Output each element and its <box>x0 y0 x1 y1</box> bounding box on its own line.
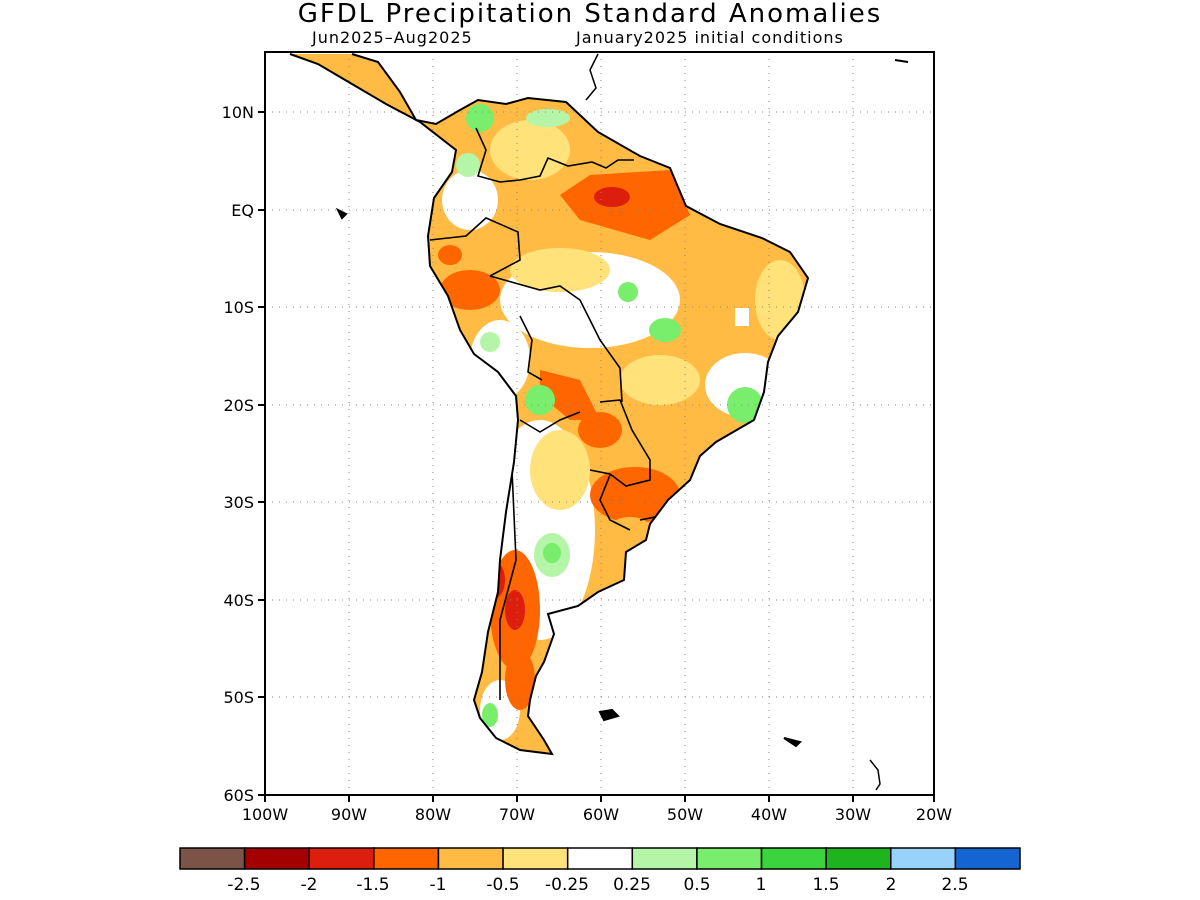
colorbar-swatch <box>890 847 957 870</box>
lon-label: 80W <box>415 805 451 824</box>
colorbar-swatch <box>179 847 246 870</box>
colorbar-label: -1 <box>430 875 447 895</box>
colorbar-label: 2.5 <box>941 875 968 895</box>
colorbar-swatch <box>308 847 375 870</box>
lon-labels: 100W 90W 80W 70W 60W 50W 40W 30W 20W <box>242 805 952 824</box>
forecast-period: Jun2025–Aug2025 <box>312 28 473 47</box>
colorbar-label: 1 <box>756 875 767 895</box>
colorbar-swatch <box>631 847 698 870</box>
map-frame <box>264 51 935 796</box>
colorbar-swatch <box>825 847 892 870</box>
colorbar-label: -0.5 <box>486 875 519 895</box>
anomaly-shading <box>290 54 808 754</box>
lat-ticks <box>258 111 265 796</box>
colorbar-label: -0.25 <box>545 875 589 895</box>
lat-label: 10N <box>222 103 254 122</box>
colorbar-swatch <box>243 847 310 870</box>
colorbar-label: 2 <box>886 875 897 895</box>
lat-label: 10S <box>223 298 254 317</box>
chart-title: GFDL Precipitation Standard Anomalies <box>297 0 883 29</box>
colorbar-labels: -2.5 -2 -1.5 -1 -0.5 -0.25 0.25 0.5 1 1.… <box>227 875 968 895</box>
lon-label: 70W <box>499 805 535 824</box>
lon-label: 60W <box>583 805 619 824</box>
lon-label: 20W <box>916 805 952 824</box>
colorbar-swatch <box>373 847 440 870</box>
colorbar <box>179 847 1021 870</box>
lon-label: 100W <box>242 805 289 824</box>
lat-label: 20S <box>223 396 254 415</box>
lat-label: 30S <box>223 493 254 512</box>
coastlines <box>289 53 909 791</box>
lon-ticks <box>264 795 935 802</box>
colorbar-swatch <box>502 847 569 870</box>
lon-label: 50W <box>667 805 703 824</box>
colorbar-swatch <box>696 847 763 870</box>
lon-label: 90W <box>331 805 367 824</box>
colorbar-swatch <box>760 847 827 870</box>
colorbar-label: 0.25 <box>613 875 651 895</box>
lat-label: 60S <box>223 786 254 805</box>
colorbar-swatch <box>437 847 504 870</box>
lat-label: 40S <box>223 591 254 610</box>
lat-label: 50S <box>223 688 254 707</box>
colorbar-label: -1.5 <box>356 875 389 895</box>
initial-conditions: January2025 initial conditions <box>576 28 844 47</box>
lon-label: 30W <box>835 805 871 824</box>
colorbar-label: -2.5 <box>227 875 260 895</box>
colorbar-label: -2 <box>301 875 318 895</box>
lat-label: EQ <box>231 201 254 220</box>
colorbar-swatch <box>566 847 634 870</box>
colorbar-label: 1.5 <box>812 875 839 895</box>
lat-labels: 10N EQ 10S 20S 30S 40S 50S 60S <box>222 103 254 805</box>
colorbar-label: 0.5 <box>683 875 710 895</box>
lon-label: 40W <box>751 805 787 824</box>
colorbar-swatch <box>954 847 1021 870</box>
